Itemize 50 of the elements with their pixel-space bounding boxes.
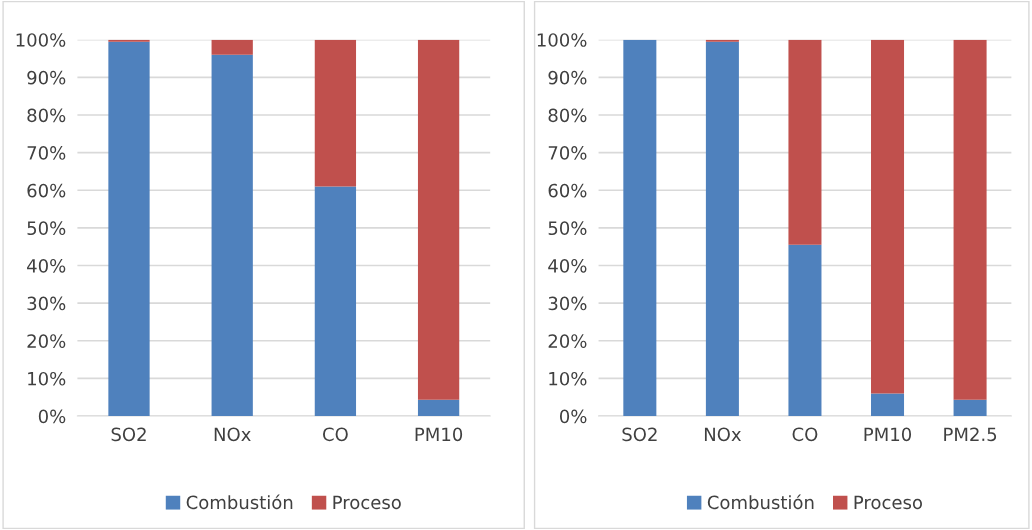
y-tick-label: 40% bbox=[548, 258, 587, 273]
y-tick-label: 90% bbox=[27, 70, 66, 85]
bar bbox=[108, 41, 150, 417]
y-tick-label: 100% bbox=[16, 33, 66, 47]
bar bbox=[871, 393, 905, 417]
x-tick-label: NOx bbox=[704, 427, 742, 442]
x-tick-label: PM10 bbox=[864, 427, 912, 442]
y-tick-label: 60% bbox=[27, 183, 66, 198]
y-tick-label: 90% bbox=[548, 70, 587, 85]
y-tick-label: 70% bbox=[27, 146, 66, 160]
bar bbox=[314, 39, 357, 187]
bar bbox=[953, 39, 987, 400]
y-tick-label: 80% bbox=[548, 108, 587, 123]
y-tick-label: 80% bbox=[27, 108, 66, 123]
y-tick-label: 60% bbox=[548, 183, 587, 198]
x-tick-label: NOx bbox=[214, 427, 251, 442]
y-tick-label: 70% bbox=[548, 146, 587, 160]
bar bbox=[211, 39, 253, 55]
legend-label: Combustión bbox=[186, 494, 293, 510]
bar bbox=[788, 244, 822, 417]
y-tick-label: 100% bbox=[537, 33, 587, 47]
bar bbox=[417, 39, 460, 400]
y-tick-label: 0% bbox=[38, 409, 66, 424]
y-tick-label: 50% bbox=[548, 221, 587, 236]
x-tick-label: CO bbox=[792, 427, 818, 442]
legend-label: Proceso bbox=[333, 495, 401, 510]
bar bbox=[623, 39, 657, 417]
bar bbox=[211, 54, 253, 417]
x-tick-label: PM2.5 bbox=[944, 427, 997, 442]
bar bbox=[314, 186, 357, 417]
x-tick-label: SO2 bbox=[622, 427, 657, 442]
y-tick-label: 20% bbox=[27, 334, 66, 348]
bar bbox=[705, 41, 739, 417]
y-tick-label: 0% bbox=[560, 409, 587, 424]
legend-label: Proceso bbox=[854, 495, 922, 510]
bar bbox=[788, 39, 822, 245]
y-tick-label: 10% bbox=[549, 371, 587, 386]
x-tick-label: SO2 bbox=[111, 427, 146, 442]
legend-label: Combustión bbox=[707, 494, 814, 510]
y-tick-label: 20% bbox=[548, 334, 587, 348]
x-tick-label: PM10 bbox=[415, 427, 463, 442]
bar bbox=[417, 399, 460, 417]
y-tick-label: 40% bbox=[27, 258, 66, 273]
bar bbox=[871, 39, 905, 394]
x-tick-label: CO bbox=[323, 427, 348, 442]
y-tick-label: 30% bbox=[27, 296, 66, 311]
y-tick-label: 50% bbox=[27, 221, 66, 236]
bar bbox=[953, 399, 987, 417]
y-tick-label: 10% bbox=[28, 371, 66, 386]
y-tick-label: 30% bbox=[548, 296, 587, 311]
